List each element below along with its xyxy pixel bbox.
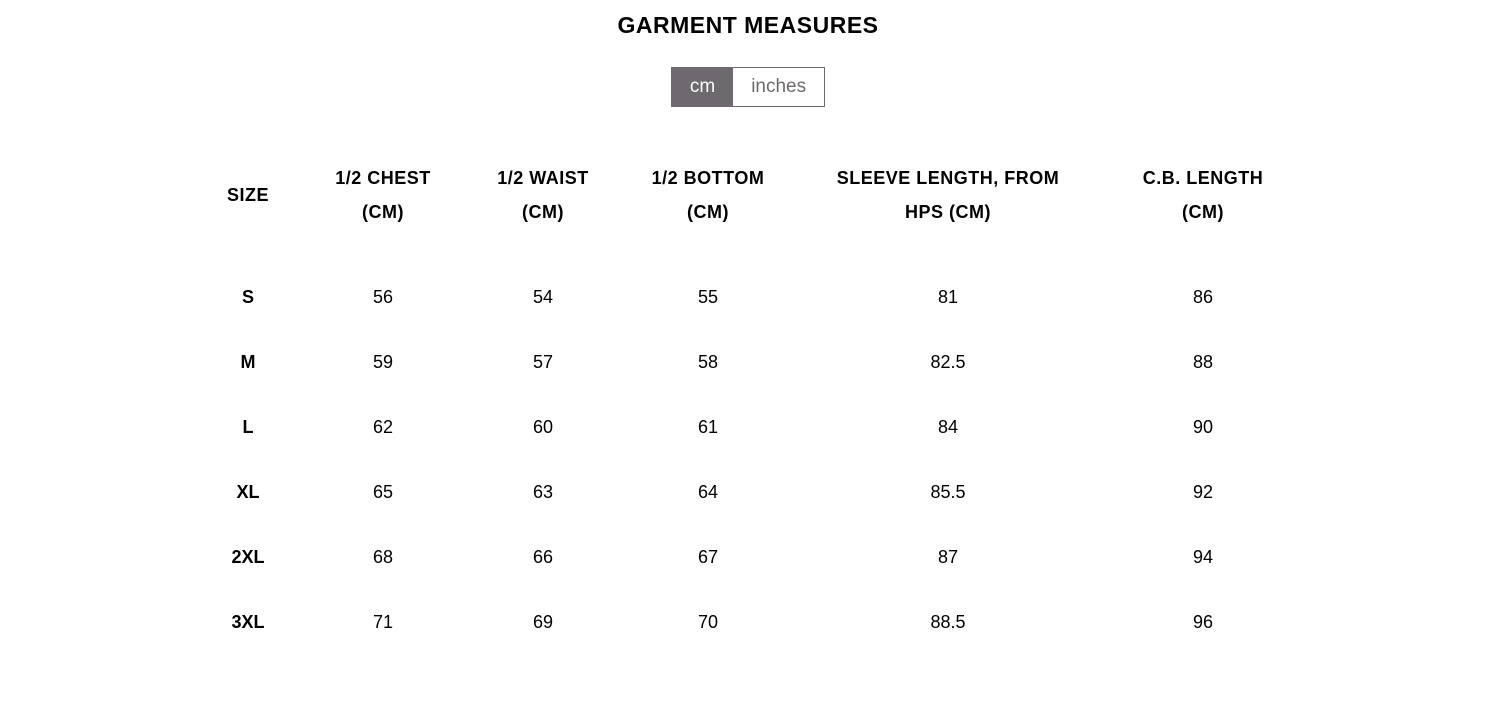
- col-header-size: SIZE: [193, 147, 303, 265]
- col-header-label: SIZE: [227, 185, 269, 205]
- cell-sleeve: 81: [793, 265, 1103, 330]
- col-header-unit: HPS (CM): [905, 202, 991, 222]
- cell-chest: 62: [303, 395, 463, 460]
- cell-bottom: 64: [623, 460, 793, 525]
- cell-bottom: 70: [623, 590, 793, 655]
- col-header-unit: (CM): [362, 202, 404, 222]
- cell-waist: 63: [463, 460, 623, 525]
- col-header-chest: 1/2 CHEST (CM): [303, 147, 463, 265]
- unit-cm-button[interactable]: cm: [672, 68, 733, 106]
- cell-sleeve: 88.5: [793, 590, 1103, 655]
- size-table: SIZE 1/2 CHEST (CM) 1/2 WAIST (CM) 1/2 B…: [193, 147, 1303, 655]
- table-body: S 56 54 55 81 86 M 59 57 58 82.5 88 L 62…: [193, 265, 1303, 655]
- table-row: M 59 57 58 82.5 88: [193, 330, 1303, 395]
- cell-chest: 65: [303, 460, 463, 525]
- cell-cb: 92: [1103, 460, 1303, 525]
- table-row: L 62 60 61 84 90: [193, 395, 1303, 460]
- table-row: 3XL 71 69 70 88.5 96: [193, 590, 1303, 655]
- col-header-unit: (CM): [522, 202, 564, 222]
- cell-waist: 60: [463, 395, 623, 460]
- cell-sleeve: 84: [793, 395, 1103, 460]
- cell-cb: 86: [1103, 265, 1303, 330]
- cell-size: M: [193, 330, 303, 395]
- col-header-label: SLEEVE LENGTH, FROM: [837, 168, 1060, 188]
- cell-size: 2XL: [193, 525, 303, 590]
- cell-bottom: 61: [623, 395, 793, 460]
- size-table-wrapper: SIZE 1/2 CHEST (CM) 1/2 WAIST (CM) 1/2 B…: [0, 147, 1496, 655]
- col-header-label: 1/2 CHEST: [335, 168, 431, 188]
- cell-sleeve: 82.5: [793, 330, 1103, 395]
- table-header-row: SIZE 1/2 CHEST (CM) 1/2 WAIST (CM) 1/2 B…: [193, 147, 1303, 265]
- cell-waist: 54: [463, 265, 623, 330]
- col-header-waist: 1/2 WAIST (CM): [463, 147, 623, 265]
- cell-chest: 71: [303, 590, 463, 655]
- col-header-unit: (CM): [687, 202, 729, 222]
- col-header-bottom: 1/2 BOTTOM (CM): [623, 147, 793, 265]
- cell-cb: 88: [1103, 330, 1303, 395]
- unit-toggle-group: cm inches: [671, 67, 825, 107]
- page-title: GARMENT MEASURES: [0, 12, 1496, 39]
- cell-size: XL: [193, 460, 303, 525]
- cell-bottom: 67: [623, 525, 793, 590]
- cell-chest: 68: [303, 525, 463, 590]
- cell-waist: 69: [463, 590, 623, 655]
- table-row: XL 65 63 64 85.5 92: [193, 460, 1303, 525]
- cell-size: S: [193, 265, 303, 330]
- cell-cb: 90: [1103, 395, 1303, 460]
- col-header-label: 1/2 WAIST: [497, 168, 589, 188]
- cell-cb: 96: [1103, 590, 1303, 655]
- table-row: S 56 54 55 81 86: [193, 265, 1303, 330]
- cell-bottom: 55: [623, 265, 793, 330]
- cell-waist: 66: [463, 525, 623, 590]
- unit-toggle: cm inches: [0, 67, 1496, 107]
- col-header-sleeve: SLEEVE LENGTH, FROM HPS (CM): [793, 147, 1103, 265]
- cell-size: L: [193, 395, 303, 460]
- col-header-unit: (CM): [1182, 202, 1224, 222]
- table-row: 2XL 68 66 67 87 94: [193, 525, 1303, 590]
- col-header-label: C.B. LENGTH: [1143, 168, 1264, 188]
- cell-bottom: 58: [623, 330, 793, 395]
- cell-size: 3XL: [193, 590, 303, 655]
- cell-chest: 56: [303, 265, 463, 330]
- cell-chest: 59: [303, 330, 463, 395]
- col-header-cb: C.B. LENGTH (CM): [1103, 147, 1303, 265]
- cell-sleeve: 87: [793, 525, 1103, 590]
- col-header-label: 1/2 BOTTOM: [652, 168, 765, 188]
- cell-cb: 94: [1103, 525, 1303, 590]
- cell-waist: 57: [463, 330, 623, 395]
- unit-inches-button[interactable]: inches: [733, 68, 824, 106]
- cell-sleeve: 85.5: [793, 460, 1103, 525]
